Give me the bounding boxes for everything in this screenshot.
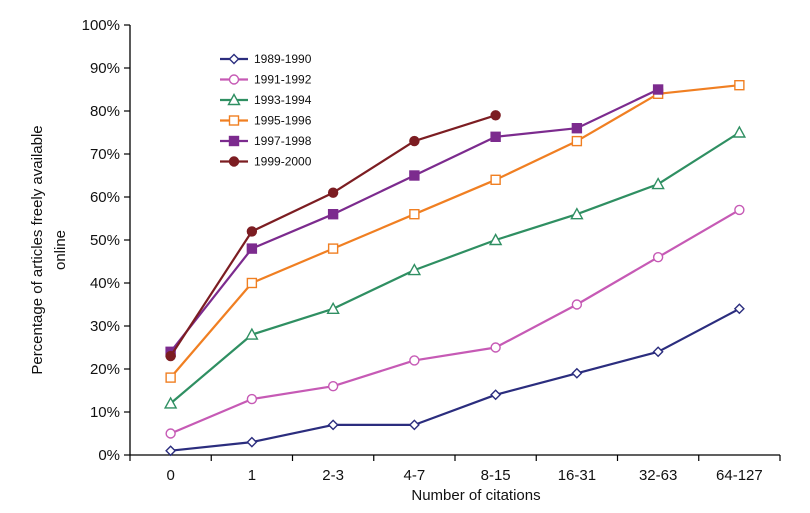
legend-item-1989-1990: 1989-1990 xyxy=(220,52,312,66)
x-tick-label: 8-15 xyxy=(481,467,511,484)
data-point xyxy=(246,226,258,237)
series-line-1993-1994 xyxy=(169,131,740,405)
series-layer xyxy=(163,79,747,457)
series-1989-1990 xyxy=(165,303,745,457)
data-point xyxy=(490,131,501,143)
data-point xyxy=(490,110,501,121)
x-tick-label: 64-127 xyxy=(716,467,763,484)
legend-label: 1995-1996 xyxy=(254,114,312,128)
data-point xyxy=(734,204,745,216)
data-point xyxy=(732,125,747,138)
y-tick-label: 0% xyxy=(98,447,120,464)
series-1991-1992 xyxy=(165,204,745,439)
x-tick-label: 2-3 xyxy=(322,467,344,484)
legend-label: 1991-1992 xyxy=(254,73,312,87)
series-1995-1996 xyxy=(165,79,745,383)
y-tick-label: 30% xyxy=(90,318,120,335)
legend-swatch-marker xyxy=(228,115,240,126)
data-point xyxy=(246,436,258,448)
series-1999-2000 xyxy=(165,110,501,362)
y-tick-label: 100% xyxy=(82,17,120,34)
legend-label: 1989-1990 xyxy=(254,52,312,66)
legend-item-1993-1994: 1993-1994 xyxy=(220,93,312,107)
data-point xyxy=(246,243,258,254)
data-point xyxy=(652,84,664,95)
data-point xyxy=(165,372,176,383)
axes: 0% 10% 20% 30% 40% 50% 60% 70% 80% 90% 100% 0 1 2-3 4-… xyxy=(82,17,781,484)
y-tick-label: 10% xyxy=(90,404,120,421)
data-point xyxy=(326,301,340,314)
data-point xyxy=(327,381,339,392)
series-line-1989-1990 xyxy=(170,307,740,452)
legend-item-1991-1992: 1991-1992 xyxy=(220,73,312,87)
series-line-1997-1998 xyxy=(169,88,659,353)
legend-swatch-marker xyxy=(228,135,240,147)
data-point xyxy=(734,79,745,91)
data-point xyxy=(571,299,583,310)
x-tick-label: 4-7 xyxy=(404,467,426,484)
legend-item-1997-1998: 1997-1998 xyxy=(220,134,312,148)
data-point xyxy=(490,342,501,353)
data-point xyxy=(733,303,745,315)
legend-swatch-marker xyxy=(227,93,241,106)
data-point xyxy=(246,277,258,289)
x-tick-label: 32-63 xyxy=(639,467,677,484)
y-tick-label: 60% xyxy=(90,189,120,206)
legend-item-1995-1996: 1995-1996 xyxy=(220,114,312,128)
legend-label: 1997-1998 xyxy=(254,134,312,148)
data-point xyxy=(490,174,501,186)
data-point xyxy=(165,428,176,439)
data-point xyxy=(571,367,583,379)
data-point xyxy=(409,170,420,181)
y-axis-title-line-1: Percentage of articles freely available xyxy=(29,125,46,374)
data-point xyxy=(408,419,420,431)
y-tick-label: 50% xyxy=(90,232,120,249)
data-point xyxy=(571,135,583,147)
data-point xyxy=(409,208,420,220)
y-tick-label: 20% xyxy=(90,361,120,378)
legend-label: 1999-2000 xyxy=(254,155,312,169)
data-point xyxy=(163,396,178,409)
series-1993-1994 xyxy=(163,125,747,409)
x-axis-title: Number of citations xyxy=(411,487,540,504)
legend-item-1999-2000: 1999-2000 xyxy=(220,155,312,169)
legend-swatch-marker xyxy=(228,74,240,85)
legend-swatch-marker xyxy=(228,156,240,167)
data-point xyxy=(488,233,503,246)
series-line-1995-1996 xyxy=(169,84,740,379)
data-point xyxy=(165,445,177,457)
x-tick-label: 0 xyxy=(166,467,174,484)
data-point xyxy=(327,187,339,198)
data-point xyxy=(165,350,176,362)
data-point xyxy=(571,122,583,134)
data-point xyxy=(490,389,502,401)
legend-label: 1993-1994 xyxy=(254,93,312,107)
data-point xyxy=(327,243,339,254)
legend-swatch-marker xyxy=(228,53,240,65)
data-point xyxy=(570,207,584,220)
series-1997-1998 xyxy=(165,84,664,357)
x-tick-label: 16-31 xyxy=(558,467,596,484)
y-tick-label: 40% xyxy=(90,275,120,292)
series-line-1991-1992 xyxy=(170,208,740,435)
data-point xyxy=(327,208,339,220)
y-tick-label: 80% xyxy=(90,103,120,120)
data-point xyxy=(246,393,258,405)
x-tick-label: 1 xyxy=(248,467,256,484)
data-point xyxy=(652,252,664,263)
data-point xyxy=(327,419,339,431)
y-tick-label: 90% xyxy=(90,60,120,77)
data-point xyxy=(651,177,665,190)
y-tick-label: 70% xyxy=(90,146,120,163)
data-point xyxy=(409,355,420,366)
data-point xyxy=(652,346,664,358)
y-axis-title-line-2: online xyxy=(52,230,69,270)
data-point xyxy=(409,135,420,147)
legend: 1989-1990 1991-1992 1993-1994 1995-1996 1997… xyxy=(220,52,312,169)
data-point xyxy=(245,327,259,340)
data-point xyxy=(407,263,422,276)
